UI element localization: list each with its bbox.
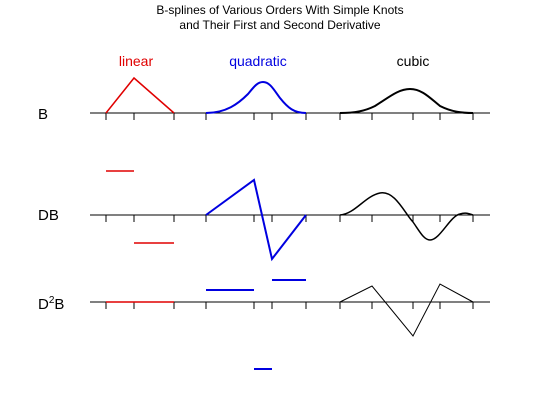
quadratic-curves	[205, 80, 307, 370]
cubic-curves	[339, 87, 474, 337]
cubic-d2b-curve	[339, 283, 474, 337]
row-label-d2b-tail: B	[54, 296, 64, 313]
title-line-1: B-splines of Various Orders With Simple …	[156, 3, 403, 17]
linear-b-curve	[105, 76, 175, 114]
linear-curves	[105, 76, 175, 303]
title-line-2: and Their First and Second Derivative	[179, 18, 381, 32]
ticks-row-db	[105, 215, 474, 222]
row-label-d2b: D2B	[38, 295, 64, 313]
cubic-b-curve	[339, 87, 474, 114]
column-label-quadratic: quadratic	[229, 53, 287, 69]
row-label-d2b-base: D	[38, 296, 49, 313]
ticks-row-d2b	[105, 302, 474, 309]
quadratic-b-curve	[205, 80, 307, 114]
column-label-linear: linear	[119, 53, 154, 69]
cubic-db-curve	[339, 192, 474, 241]
ticks-row-b	[105, 113, 474, 120]
row-label-d2b-sup: 2	[49, 295, 55, 306]
quadratic-db-curve	[205, 178, 307, 262]
row-label-db: DB	[38, 207, 59, 224]
column-label-cubic: cubic	[397, 53, 430, 69]
row-label-b: B	[38, 106, 48, 123]
